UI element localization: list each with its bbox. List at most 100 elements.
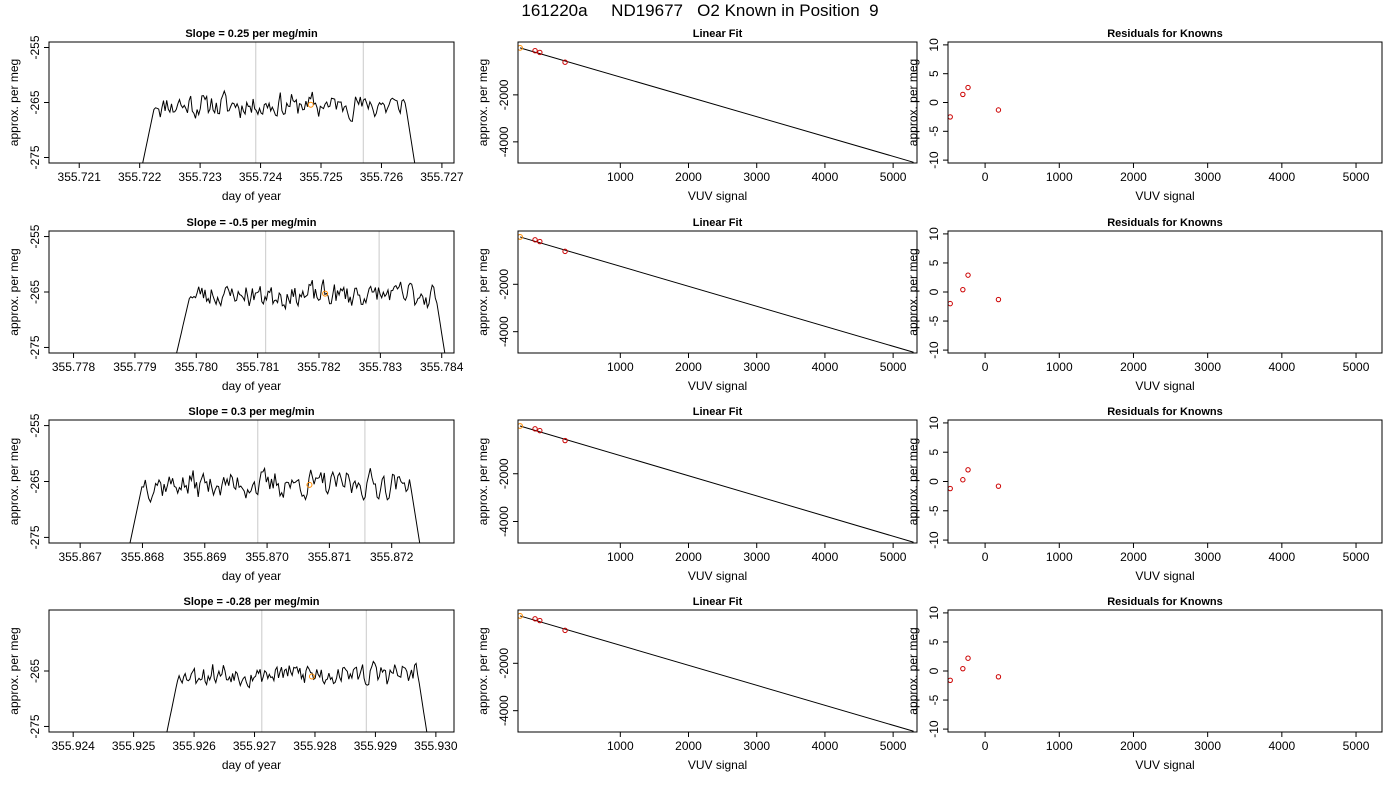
x-tick-label: 4000	[812, 739, 839, 753]
panel-title: Slope = 0.25 per meg/min	[185, 28, 318, 40]
y-tick-label: -265	[28, 659, 42, 683]
x-tick-label: 4000	[1268, 360, 1295, 374]
data-point	[532, 616, 538, 622]
y-tick-label: 5	[927, 259, 941, 266]
y-tick-label: -255	[28, 413, 42, 437]
y-tick-label: -255	[28, 224, 42, 248]
x-tick-label: 4000	[1268, 739, 1295, 753]
data-point	[995, 107, 1002, 113]
x-tick-label: 355.780	[175, 360, 219, 374]
panel-row4-residuals: Residuals for Knowns 0 1000 2000 3000 4000 500…	[906, 596, 1383, 772]
data-point	[965, 272, 971, 278]
x-tick-label: 0	[982, 170, 989, 184]
x-axis-label: VUV signal	[1135, 569, 1194, 583]
y-tick-label: 10	[927, 606, 941, 620]
data-point	[960, 477, 966, 483]
y-axis-label: approx. per meg	[7, 248, 21, 335]
x-tick-label: 355.868	[121, 550, 165, 564]
y-tick-label: -4000	[497, 126, 511, 157]
x-tick-label: 4000	[812, 360, 839, 374]
x-axis-label: day of year	[222, 758, 281, 772]
panel-title: Linear Fit	[693, 28, 743, 40]
data-point	[532, 426, 538, 432]
panel-row4-timeseries: Slope = -0.28 per meg/min 355.924 355.925 3…	[7, 596, 458, 772]
y-axis-label: approx. per meg	[906, 627, 920, 714]
fit-line	[519, 615, 914, 732]
data-point	[537, 617, 543, 624]
x-tick-label: 2000	[1120, 170, 1147, 184]
y-tick-label: -4000	[497, 506, 511, 537]
data-point	[532, 47, 538, 54]
x-tick-label: 1000	[607, 170, 634, 184]
x-tick-label: 2000	[675, 550, 702, 564]
y-tick-label: -2000	[497, 458, 511, 489]
data-point	[960, 286, 966, 293]
known-point	[307, 101, 314, 108]
panel-row2-residuals: Residuals for Knowns 0 1000 2000 3000 4000 500…	[906, 217, 1383, 393]
x-tick-label: 355.784	[420, 360, 464, 374]
x-tick-label: 3000	[743, 550, 770, 564]
x-tick-label: 355.930	[414, 739, 458, 753]
x-tick-label: 355.779	[113, 360, 157, 374]
x-tick-label: 355.870	[245, 550, 289, 564]
plot-area	[518, 423, 914, 543]
plot-area	[948, 467, 1002, 492]
x-axis-label: VUV signal	[1135, 379, 1194, 393]
y-tick-label: -4000	[497, 695, 511, 726]
y-axis-label: approx. per meg	[7, 438, 21, 525]
x-tick-label: 5000	[880, 360, 907, 374]
panel-row3-residuals: Residuals for Knowns 0 1000 2000 3000 4000 500…	[906, 406, 1383, 583]
data-point	[965, 655, 971, 661]
x-tick-label: 4000	[812, 170, 839, 184]
data-point	[537, 238, 543, 245]
signal-line	[142, 89, 416, 163]
x-tick-label: 4000	[1268, 170, 1295, 184]
signal-line	[176, 279, 446, 353]
x-tick-label: 2000	[1120, 360, 1147, 374]
data-point	[537, 427, 543, 434]
panel-row2-timeseries: Slope = -0.5 per meg/min 355.778 355.779 35…	[7, 217, 464, 393]
plot-frame	[517, 609, 918, 733]
x-tick-label: 1000	[1046, 739, 1073, 753]
plot-frame	[517, 230, 918, 354]
known-point	[518, 44, 523, 51]
panel-title: Linear Fit	[693, 217, 743, 229]
y-tick-label: -2000	[497, 79, 511, 110]
y-tick-label: -10	[927, 151, 941, 169]
data-point	[948, 114, 953, 120]
panel-title: Residuals for Knowns	[1107, 596, 1223, 608]
y-tick-label: -2000	[497, 648, 511, 679]
known-point	[322, 290, 329, 297]
y-axis-label: approx. per meg	[906, 248, 920, 335]
data-point	[562, 248, 568, 255]
figure-title: 161220a ND19677 O2 Known in Position 9	[521, 1, 879, 20]
y-tick-label: -265	[28, 280, 42, 304]
x-tick-label: 3000	[743, 170, 770, 184]
y-axis-label: approx. per meg	[476, 627, 490, 714]
y-axis-label: approx. per meg	[476, 438, 490, 525]
plot-frame	[517, 41, 918, 164]
panel-row2-linear-fit: Linear Fit 1000 2000 3000 4000 5000 -2000 -4000…	[476, 217, 918, 393]
x-axis-label: VUV signal	[1135, 189, 1194, 203]
x-tick-label: 2000	[675, 739, 702, 753]
x-tick-label: 355.929	[354, 739, 398, 753]
y-tick-label: 10	[927, 38, 941, 52]
x-tick-label: 2000	[1120, 739, 1147, 753]
x-tick-label: 2000	[1120, 550, 1147, 564]
plot-area	[948, 84, 1002, 120]
data-point	[532, 237, 538, 243]
panel-row4-linear-fit: Linear Fit 1000 2000 3000 4000 5000 -2000 -4000…	[476, 596, 918, 772]
x-tick-label: 355.723	[178, 170, 222, 184]
panel-row3-linear-fit: Linear Fit 1000 2000 3000 4000 5000 -2000 -4000…	[476, 406, 918, 583]
y-tick-label: 0	[927, 288, 941, 295]
known-point	[518, 423, 523, 429]
data-point	[960, 665, 966, 672]
x-axis-label: VUV signal	[688, 758, 747, 772]
y-tick-label: 0	[927, 478, 941, 485]
y-tick-label: -275	[28, 525, 42, 549]
x-tick-label: 1000	[1046, 550, 1073, 564]
x-tick-label: 355.782	[297, 360, 341, 374]
y-tick-label: 5	[927, 449, 941, 456]
x-tick-label: 355.727	[420, 170, 464, 184]
